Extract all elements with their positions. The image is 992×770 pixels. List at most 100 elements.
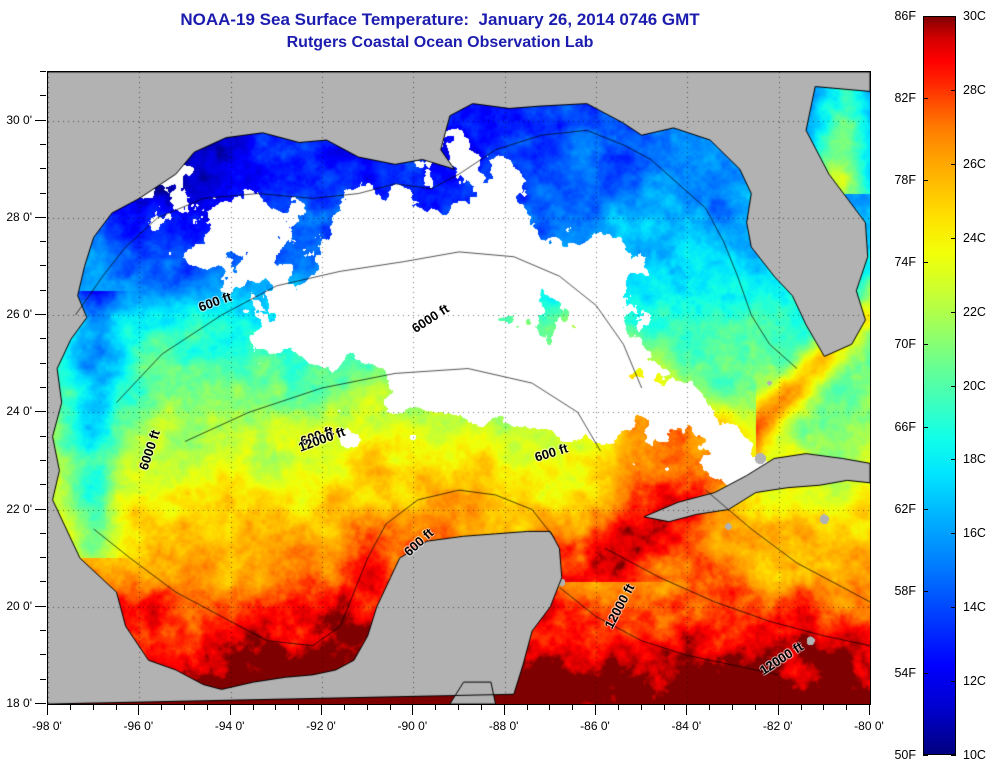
colorbar-tick-c	[951, 163, 956, 165]
x-tick-minor	[526, 704, 528, 710]
colorbar-tick-c	[951, 237, 956, 239]
y-tick-minor	[40, 654, 46, 656]
y-tick-major	[35, 508, 46, 510]
y-axis-label: 26 0'	[6, 307, 32, 322]
y-axis-label: 18 0'	[6, 696, 32, 710]
x-tick-minor	[709, 704, 711, 710]
colorbar: 86F 82F 78F 74F 70F 66F 62F 58F 54F 50F 30C 28C 26C 2…	[894, 9, 985, 762]
x-tick-minor	[800, 704, 802, 710]
colorbar-tick-c	[951, 681, 956, 683]
x-tick-minor	[754, 704, 756, 710]
colorbar-label-c: 22C	[963, 304, 986, 319]
y-axis-label: 20 0'	[6, 598, 32, 613]
colorbar-tick-c	[951, 607, 956, 609]
y-tick-minor	[40, 435, 46, 437]
x-tick-minor	[732, 704, 733, 710]
colorbar-label-f: 82F	[894, 91, 916, 106]
colorbar-tick-c	[951, 16, 956, 17]
y-tick-minor	[40, 678, 46, 680]
x-tick-minor	[275, 704, 277, 710]
y-tick-minor	[40, 265, 46, 267]
x-tick-major	[412, 704, 414, 715]
colorbar-label-c: 16C	[963, 526, 986, 541]
x-tick-minor	[206, 704, 208, 710]
x-tick-major	[595, 704, 596, 715]
x-tick-major	[229, 704, 231, 715]
colorbar-label-c: 30C	[963, 9, 986, 23]
colorbar-gradient	[923, 16, 956, 755]
x-tick-minor	[298, 704, 300, 710]
y-tick-minor	[40, 557, 46, 559]
x-tick-major	[138, 704, 140, 715]
y-tick-major	[35, 605, 46, 607]
y-tick-minor	[40, 362, 46, 364]
colorbar-label-f: 70F	[894, 337, 916, 352]
colorbar-tick-c	[951, 311, 956, 313]
x-tick-minor	[366, 704, 368, 710]
x-tick-minor	[435, 704, 437, 710]
colorbar-label-f: 50F	[894, 748, 916, 762]
x-tick-minor	[115, 704, 117, 710]
x-tick-minor	[617, 704, 619, 710]
y-tick-major	[35, 119, 46, 121]
y-tick-minor	[40, 143, 46, 145]
y-tick-major	[35, 314, 46, 316]
y-axis-label: 30 0'	[6, 112, 32, 127]
x-tick-minor	[389, 704, 391, 710]
colorbar-label-f: 66F	[894, 419, 916, 434]
x-tick-minor	[480, 704, 482, 710]
y-tick-minor	[40, 387, 46, 388]
colorbar-tick-f	[923, 16, 928, 17]
colorbar-label-c: 14C	[963, 600, 986, 615]
x-tick-minor	[846, 704, 848, 710]
x-axis-label: -86 0'	[580, 719, 610, 733]
colorbar-label-f: 74F	[894, 255, 916, 270]
colorbar-label-c: 28C	[963, 82, 986, 97]
colorbar-tick-f	[923, 344, 928, 346]
y-tick-minor	[40, 532, 46, 534]
x-tick-minor	[663, 704, 665, 710]
page-title: NOAA-19 Sea Surface Temperature: January…	[180, 10, 700, 29]
y-axis-label: 24 0'	[6, 404, 32, 419]
x-axis-label: -98 0'	[32, 719, 62, 733]
colorbar-label-f: 86F	[894, 9, 916, 23]
colorbar-tick-c	[951, 459, 956, 461]
colorbar-label-c: 10C	[963, 748, 986, 762]
x-axis-label: -90 0'	[397, 719, 428, 733]
x-tick-minor	[343, 704, 345, 710]
x-tick-minor	[92, 704, 94, 710]
y-axis-label: 22 0'	[6, 501, 32, 516]
x-axis-label: -96 0'	[123, 719, 154, 733]
y-axis-label: 28 0'	[6, 209, 32, 224]
y-tick-minor	[40, 338, 46, 340]
x-tick-minor	[572, 704, 574, 710]
colorbar-tick-f	[923, 755, 928, 756]
y-tick-minor	[40, 459, 46, 461]
x-tick-minor	[161, 704, 163, 710]
colorbar-label-c: 24C	[963, 230, 986, 245]
colorbar-label-f: 62F	[894, 501, 916, 516]
x-tick-minor	[640, 704, 642, 710]
y-tick-minor	[40, 71, 46, 72]
x-tick-minor	[458, 704, 459, 710]
x-tick-major	[503, 704, 505, 715]
x-tick-minor	[184, 704, 185, 710]
colorbar-tick-f	[923, 426, 928, 428]
y-tick-minor	[40, 241, 46, 243]
x-tick-major	[321, 704, 322, 715]
y-tick-minor	[40, 95, 46, 97]
y-tick-major	[35, 216, 46, 218]
colorbar-label-f: 58F	[894, 583, 916, 598]
x-axis-label: -84 0'	[671, 719, 702, 733]
y-tick-minor	[40, 581, 46, 583]
colorbar-tick-c	[951, 385, 956, 387]
colorbar-tick-c	[951, 755, 956, 756]
y-tick-minor	[40, 192, 46, 194]
x-tick-major	[869, 704, 870, 715]
colorbar-tick-c	[951, 89, 956, 91]
x-tick-major	[777, 704, 779, 715]
x-tick-minor	[69, 704, 71, 710]
colorbar-tick-f	[923, 262, 928, 264]
x-axis-label: -94 0'	[214, 719, 245, 733]
x-tick-minor	[252, 704, 254, 710]
